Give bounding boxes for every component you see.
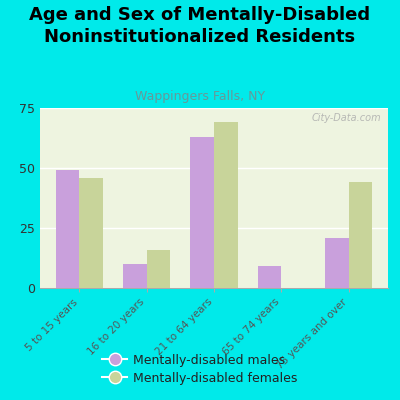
Bar <box>147 250 170 288</box>
Bar <box>79 178 103 288</box>
Bar <box>190 137 214 288</box>
Bar <box>258 266 281 288</box>
Bar <box>56 170 79 288</box>
Text: Age and Sex of Mentally-Disabled
Noninstitutionalized Residents: Age and Sex of Mentally-Disabled Noninst… <box>30 6 370 46</box>
Text: City-Data.com: City-Data.com <box>312 114 381 123</box>
Bar <box>123 264 147 288</box>
Bar <box>325 238 349 288</box>
Bar <box>349 182 372 288</box>
Bar <box>214 122 238 288</box>
Text: Wappingers Falls, NY: Wappingers Falls, NY <box>135 90 265 103</box>
Legend: Mentally-disabled males, Mentally-disabled females: Mentally-disabled males, Mentally-disabl… <box>97 349 303 390</box>
